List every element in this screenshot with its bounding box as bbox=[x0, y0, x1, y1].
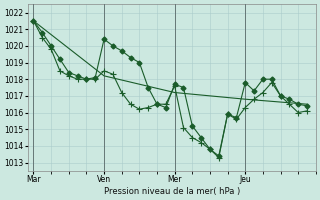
X-axis label: Pression niveau de la mer( hPa ): Pression niveau de la mer( hPa ) bbox=[104, 187, 240, 196]
